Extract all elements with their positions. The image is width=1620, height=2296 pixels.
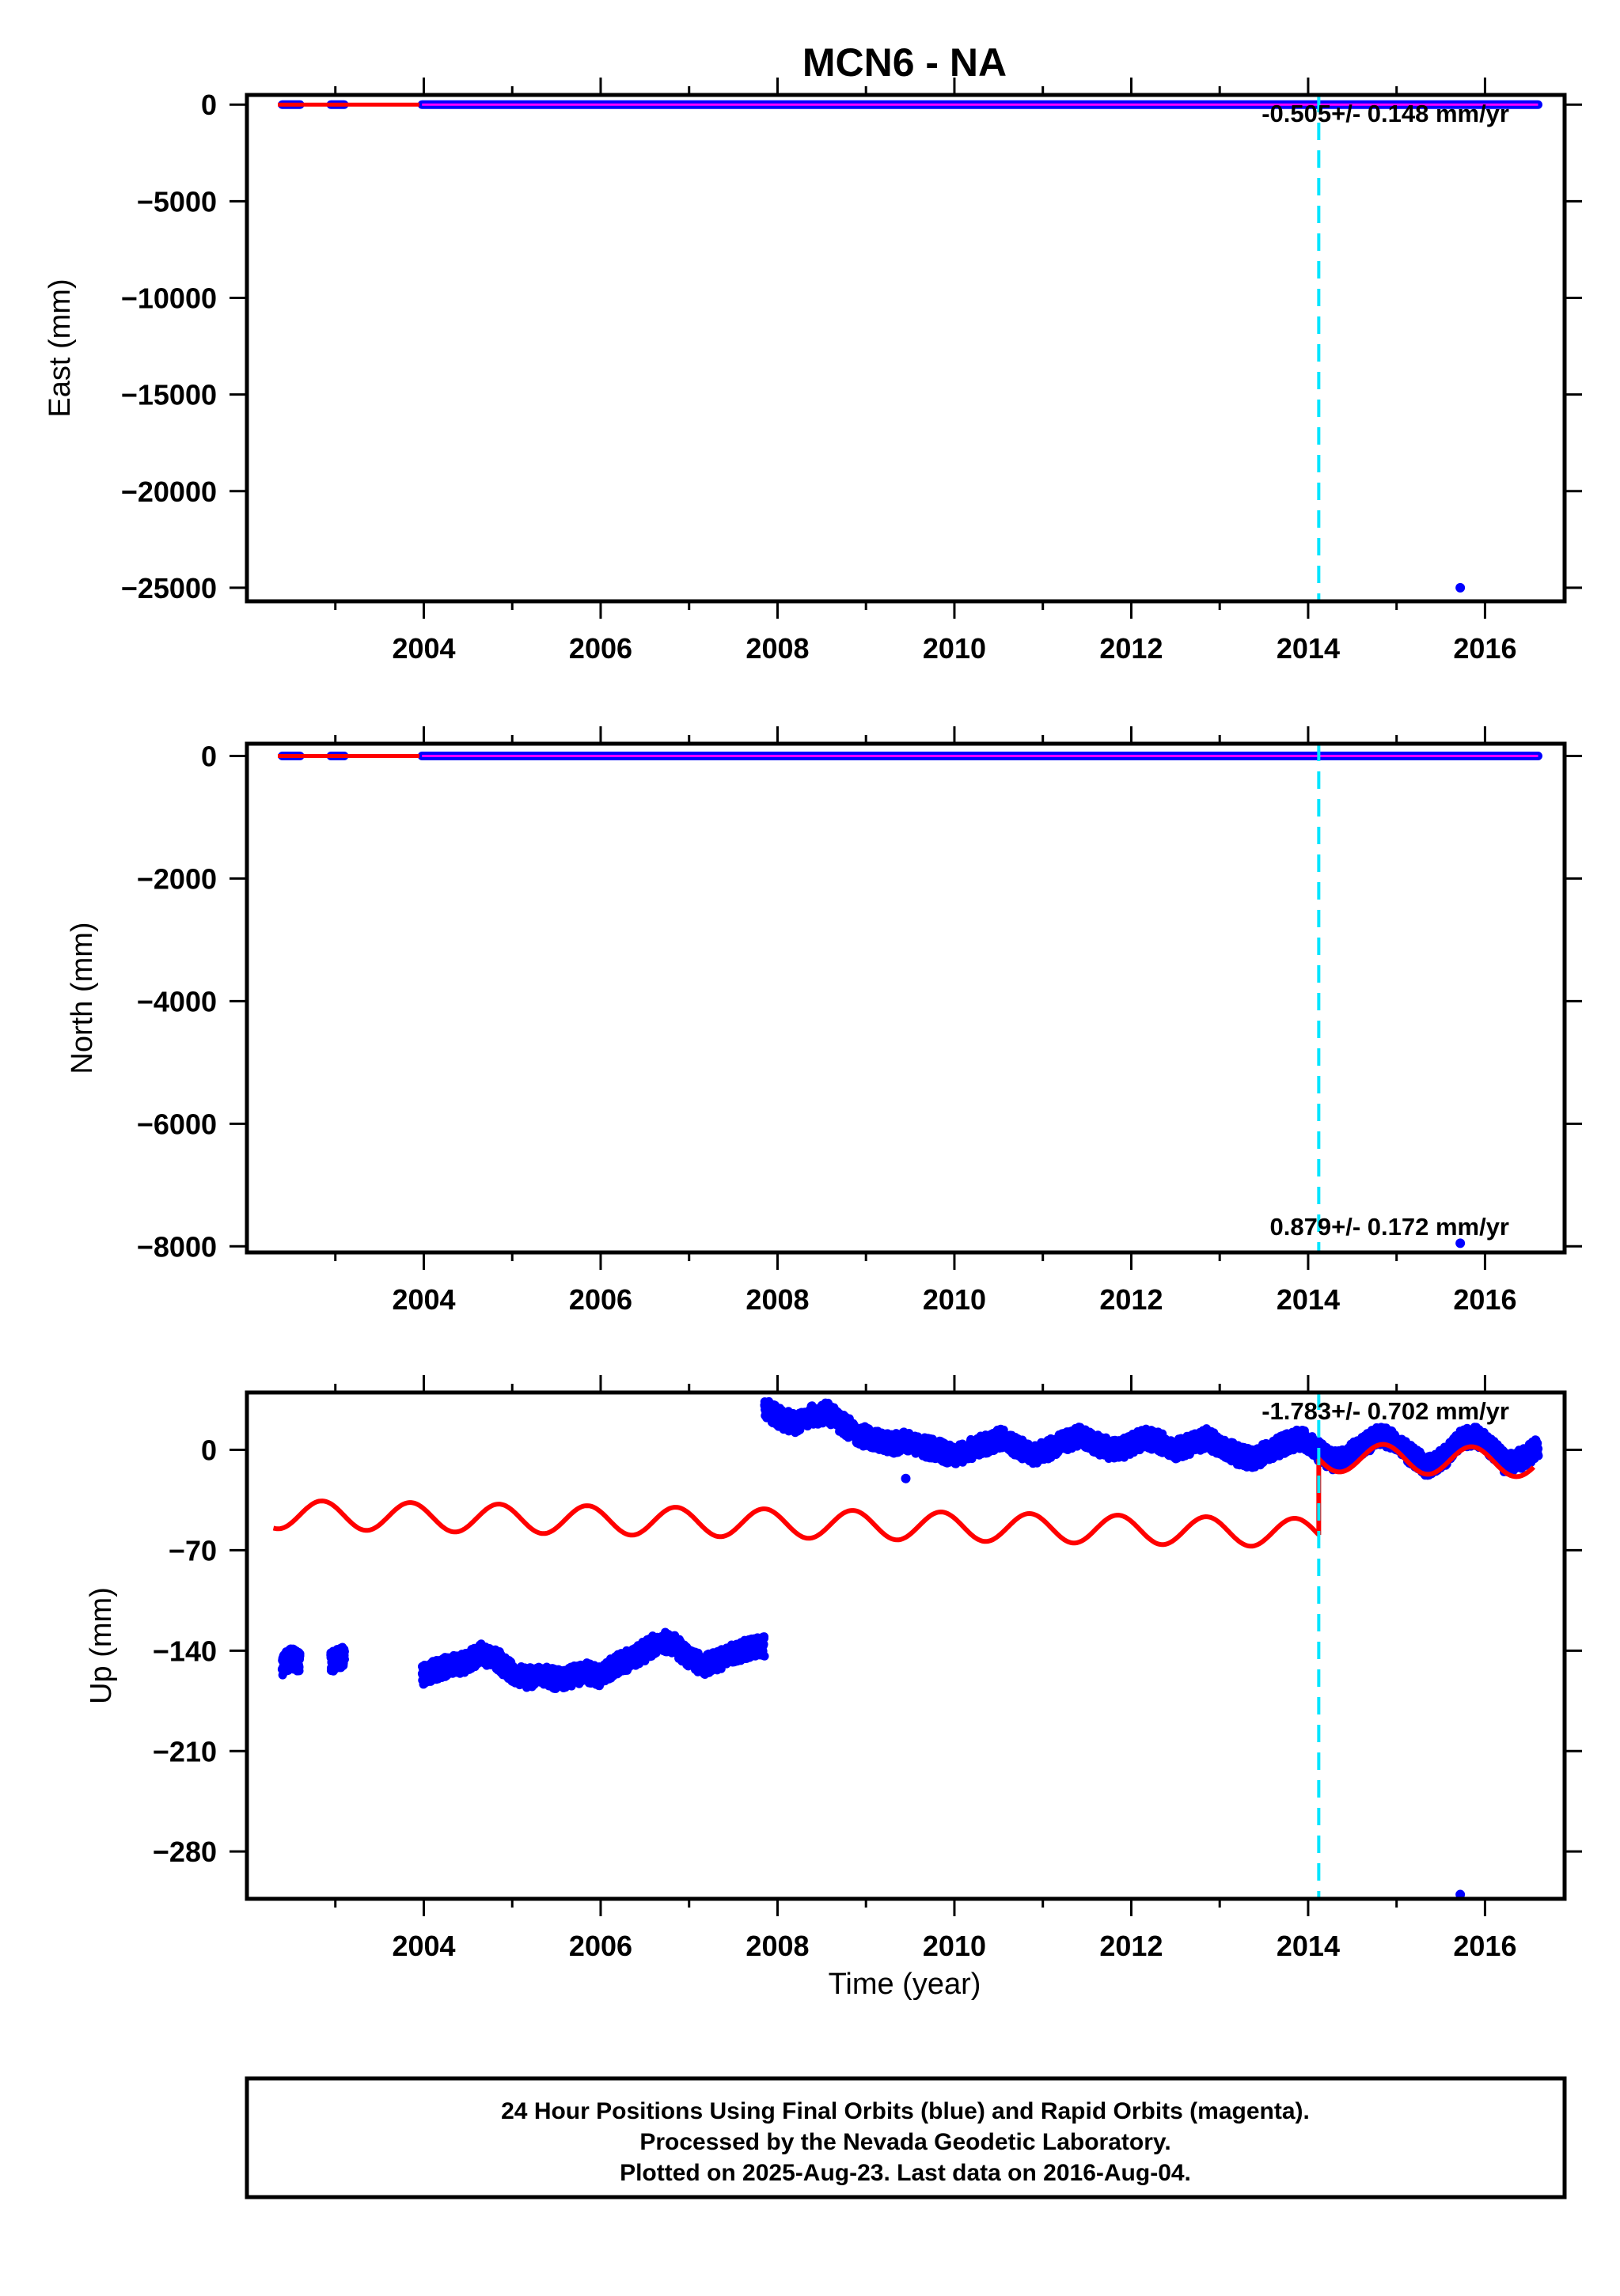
footer-box: 24 Hour Positions Using Final Orbits (bl…: [245, 2076, 1567, 2199]
up-frame: [245, 1390, 1567, 1901]
up-xtick-label-2006: 2006: [569, 1930, 632, 1962]
up-ytick-label--210: −210: [153, 1735, 217, 1767]
up-rate-label: -1.783+/- 0.702 mm/yr: [1261, 1397, 1509, 1425]
east-outlier-0: [1455, 582, 1466, 593]
east-ytick-label-0: 0: [201, 89, 217, 121]
north-plot-area: [278, 751, 1542, 1248]
up-model-segment-0: [272, 1498, 1321, 1549]
east-ytick-label--20000: −20000: [121, 475, 217, 508]
up-point: [759, 1634, 768, 1643]
east-frame: [245, 93, 1567, 604]
east-y-axis-label: East (mm): [44, 278, 77, 417]
east-ytick-label--5000: −5000: [137, 185, 217, 218]
east-rate-label: -0.505+/- 0.148 mm/yr: [1261, 100, 1509, 127]
up-point: [759, 1641, 768, 1650]
up-y-axis-label: Up (mm): [85, 1587, 118, 1704]
east-panel: 2004 2006 2008 2010 2012 2014 2016 0 −5000 −10000…: [44, 78, 1582, 665]
north-panel: 2004 2006 2008 2010 2012 2014 2016 0 −2000 −4000 −…: [66, 726, 1582, 1316]
up-ytick-label--140: −140: [153, 1635, 217, 1667]
up-point: [295, 1651, 305, 1661]
north-frame: [245, 741, 1567, 1255]
east-xtick-label-2004: 2004: [392, 632, 455, 665]
north-xtick-label-2004: 2004: [392, 1283, 455, 1316]
up-point: [340, 1654, 349, 1664]
up-outlier-0: [901, 1473, 911, 1483]
north-rate-label: 0.879+/- 0.172 mm/yr: [1270, 1213, 1509, 1241]
east-xtick-label-2012: 2012: [1099, 632, 1163, 665]
east-ytick-label--15000: −15000: [121, 379, 217, 411]
up-ytick-label-0: 0: [201, 1434, 217, 1467]
north-outlier-0: [1455, 1238, 1466, 1248]
north-xtick-label-2012: 2012: [1099, 1283, 1163, 1316]
north-ytick-label--8000: −8000: [137, 1230, 217, 1263]
footer-line-1: 24 Hour Positions Using Final Orbits (bl…: [501, 2098, 1310, 2124]
up-point-cluster-2: [417, 1627, 769, 1694]
up-point-cluster-3: [760, 1396, 1543, 1480]
north-y-axis-label: North (mm): [66, 922, 99, 1074]
east-xtick-label-2014: 2014: [1277, 632, 1340, 665]
up-point: [340, 1647, 349, 1657]
north-xtick-label-2010: 2010: [923, 1283, 986, 1316]
up-plot-area: [272, 1396, 1543, 1899]
north-ytick-label-0: 0: [201, 740, 217, 772]
east-xtick-label-2006: 2006: [569, 632, 632, 665]
north-xtick-label-2014: 2014: [1277, 1283, 1340, 1316]
footer-line-3: Plotted on 2025-Aug-23. Last data on 201…: [620, 2160, 1191, 2186]
up-xtick-label-2004: 2004: [392, 1930, 455, 1962]
up-point-cluster-1: [326, 1642, 349, 1676]
up-final-orbit-points: [277, 1396, 1543, 1694]
north-ytick-label--2000: −2000: [137, 862, 217, 895]
north-xtick-label-2016: 2016: [1453, 1283, 1516, 1316]
north-xtick-label-2008: 2008: [746, 1283, 809, 1316]
x-axis-label: Time (year): [829, 1968, 981, 2001]
east-xtick-label-2010: 2010: [923, 632, 986, 665]
east-plot-area: [278, 100, 1542, 593]
east-ytick-label--10000: −10000: [121, 282, 217, 314]
east-ytick-label--25000: −25000: [121, 572, 217, 604]
up-ytick-label--70: −70: [169, 1534, 217, 1567]
up-panel: 2004 2006 2008 2010 2012 2014 2016 0 −70 −140 −210…: [85, 1375, 1582, 1962]
up-point-cluster-0: [277, 1644, 305, 1680]
up-point: [760, 1651, 769, 1661]
up-xtick-label-2012: 2012: [1099, 1930, 1163, 1962]
north-xtick-label-2006: 2006: [569, 1283, 632, 1316]
chart-title: MCN6 - NA: [802, 40, 1007, 85]
up-xtick-label-2016: 2016: [1453, 1930, 1516, 1962]
east-xtick-label-2016: 2016: [1453, 632, 1516, 665]
north-ytick-label--4000: −4000: [137, 985, 217, 1017]
up-xtick-label-2010: 2010: [923, 1930, 986, 1962]
up-xtick-label-2008: 2008: [746, 1930, 809, 1962]
east-xtick-label-2008: 2008: [746, 632, 809, 665]
north-ytick-label--6000: −6000: [137, 1108, 217, 1140]
up-point: [294, 1662, 304, 1672]
footer-line-2: Processed by the Nevada Geodetic Laborat…: [639, 2129, 1170, 2155]
up-point: [1533, 1449, 1542, 1459]
up-xtick-label-2014: 2014: [1277, 1930, 1340, 1962]
up-ytick-label--280: −280: [153, 1836, 217, 1868]
